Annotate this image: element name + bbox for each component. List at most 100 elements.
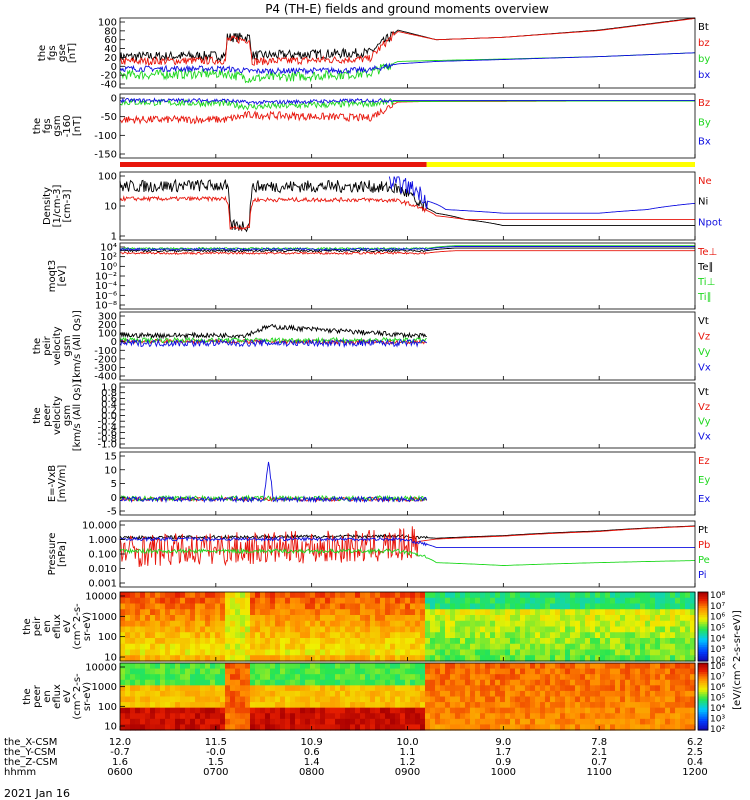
legend-entry: Pe [698, 555, 710, 566]
spectrogram-cell [350, 679, 356, 686]
spectrogram-cell [685, 643, 691, 651]
spectrogram-cell [470, 649, 476, 656]
spectrogram-cell [390, 663, 396, 670]
spectrogram-cell [270, 632, 276, 639]
spectrogram-cell [290, 685, 296, 692]
spectrogram-cell [580, 690, 586, 698]
spectrogram-cell [525, 713, 531, 720]
spectrogram-cell [325, 718, 331, 726]
spectrogram-cell [590, 609, 596, 616]
spectrogram-cell [470, 632, 476, 639]
spectrogram-cell [410, 690, 416, 698]
spectrogram-cell [405, 592, 411, 599]
spectrogram-cell [355, 690, 361, 698]
spectrogram-cell [455, 597, 461, 605]
spectrogram-cell [385, 649, 391, 656]
spectrogram-cell [490, 643, 496, 651]
spectrogram-cell [120, 685, 126, 692]
y-axis-label-line: peer [32, 684, 43, 708]
spectrogram-cell [355, 724, 361, 731]
legend-entry: Pi [698, 570, 707, 581]
y-axis-label-line: fgs [42, 118, 53, 133]
y-tick-label: 0.001 [88, 579, 117, 590]
spectrogram-cell [645, 620, 651, 628]
spectrogram-cell [485, 679, 491, 686]
legend-entry: Vy [698, 417, 711, 428]
spectrogram-cell [345, 707, 351, 714]
spectrogram-cell [580, 620, 586, 628]
spectrogram-cell [395, 609, 401, 616]
spectrogram-cell [265, 724, 271, 731]
spectrogram-cell [265, 696, 271, 703]
spectrogram-cell [400, 696, 406, 703]
spectrogram-cell [535, 690, 541, 698]
spectrogram-cell [120, 597, 126, 605]
spectrogram-cell [355, 663, 361, 670]
colorbar-step [698, 685, 708, 689]
spectrogram-cell [455, 626, 461, 633]
spectrogram-cell [215, 663, 221, 670]
spectrogram-cell [540, 609, 546, 616]
spectrogram-cell [170, 724, 176, 731]
spectrogram-cell [690, 643, 696, 651]
spectrogram-cell [135, 674, 141, 681]
spectrogram-cell [580, 718, 586, 726]
spectrogram-cell [285, 685, 291, 692]
spectrogram-cell [640, 724, 646, 731]
spectrogram-cell [160, 685, 166, 692]
spectrogram-cell [415, 707, 421, 714]
spectrogram-cell [460, 690, 466, 698]
spectrogram-cell [325, 655, 331, 662]
spectrogram-cell [685, 702, 691, 709]
spectrogram-cell [535, 620, 541, 628]
spectrogram-cell [595, 685, 601, 692]
spectrogram-cell [320, 609, 326, 616]
spectrogram-cell [605, 649, 611, 656]
spectrogram-cell [500, 663, 506, 670]
spectrogram-cell [320, 638, 326, 645]
spectrogram-cell [185, 649, 191, 656]
spectrogram-cell [140, 620, 146, 628]
spectrogram-cell [510, 603, 516, 610]
spectrogram-cell [345, 592, 351, 599]
spectrogram-cell [380, 655, 386, 662]
spectrogram-cell [395, 592, 401, 599]
spectrogram-cell [515, 724, 521, 731]
spectrogram-cell [365, 702, 371, 709]
spectrogram-cell [420, 615, 426, 622]
spectrogram-cell [445, 668, 451, 675]
spectrogram-cell [390, 707, 396, 714]
spectrogram-cell [530, 663, 536, 670]
spectrogram-cell [500, 643, 506, 651]
spectrogram-cell [615, 620, 621, 628]
spectrogram-cell [575, 674, 581, 681]
spectrogram-cell [230, 718, 236, 726]
spectrogram-cell [190, 620, 196, 628]
colorbar-step [698, 667, 708, 671]
y-tick-label: 0 [111, 493, 117, 504]
spectrogram-cell [185, 707, 191, 714]
spectrogram-cell [670, 592, 676, 599]
legend-entry: bz [698, 38, 710, 49]
spectrogram-cell [600, 592, 606, 599]
spectrogram-cell [635, 655, 641, 662]
spectrogram-cell [265, 718, 271, 726]
spectrogram-cell [425, 649, 431, 656]
spectrogram-cell [580, 724, 586, 731]
spectrogram-cell [445, 592, 451, 599]
spectrogram-cell [600, 679, 606, 686]
spectrogram-cell [200, 679, 206, 686]
spectrogram-cell [670, 663, 676, 670]
spectrogram-cell [505, 597, 511, 605]
spectrogram-cell [460, 674, 466, 681]
spectrogram-cell [470, 609, 476, 616]
spectrogram-cell [255, 679, 261, 686]
spectrogram-cell [595, 713, 601, 720]
spectrogram-cell [415, 702, 421, 709]
spectrogram-cell [275, 713, 281, 720]
spectrogram-cell [425, 713, 431, 720]
spectrogram-cell [680, 649, 686, 656]
spectrogram-cell [190, 609, 196, 616]
y-tick-label: -20 [101, 71, 117, 82]
spectrogram-cell [430, 674, 436, 681]
